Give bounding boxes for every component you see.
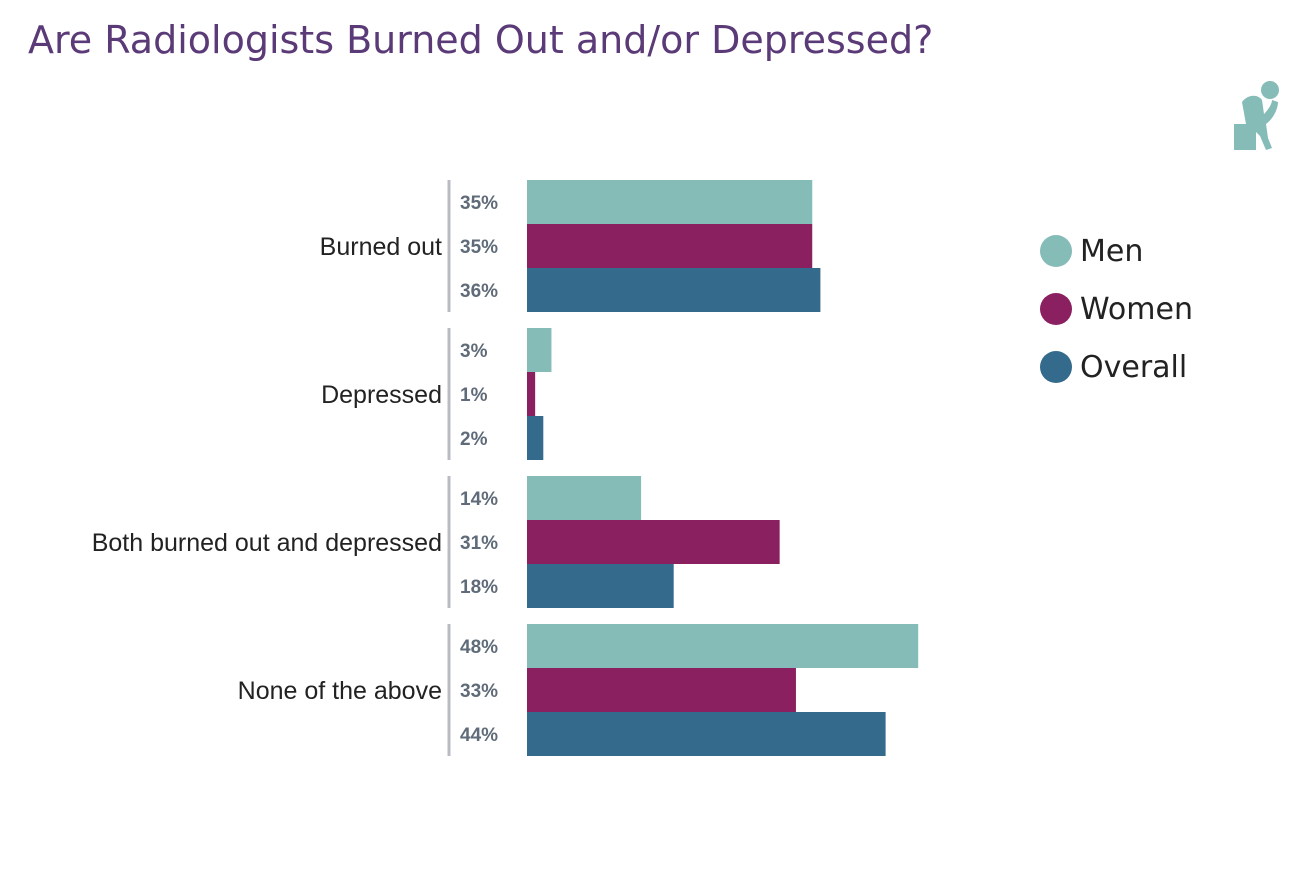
bar-both-overall [527, 564, 674, 608]
bar-none-overall [527, 712, 886, 756]
page-title: Are Radiologists Burned Out and/or Depre… [28, 18, 934, 62]
bar-depressed-overall [527, 416, 544, 460]
value-label-depressed-overall: 2% [460, 429, 488, 450]
category-label-burned-out: Burned out [320, 233, 442, 261]
value-label-burned-out-women: 35% [460, 237, 498, 258]
legend-swatch-overall [1040, 351, 1072, 383]
legend-label-overall: Overall [1080, 349, 1188, 385]
category-label-none: None of the above [238, 677, 442, 705]
category-label-both: Both burned out and depressed [92, 529, 442, 557]
bar-none-men [527, 624, 919, 668]
value-label-both-overall: 18% [460, 577, 498, 598]
legend-swatch-women [1040, 293, 1072, 325]
bar-both-men [527, 476, 642, 520]
bar-both-women [527, 520, 780, 564]
thinking-person-icon [1234, 81, 1279, 150]
value-label-both-women: 31% [460, 533, 498, 554]
bar-depressed-women [527, 372, 536, 416]
bar-burned-out-women [527, 224, 813, 268]
bar-burned-out-overall [527, 268, 821, 312]
value-label-none-men: 48% [460, 637, 498, 658]
value-label-none-women: 33% [460, 681, 498, 702]
legend-item-men: Men [1040, 222, 1193, 280]
value-label-depressed-women: 1% [460, 385, 488, 406]
legend-label-women: Women [1080, 291, 1193, 327]
value-label-burned-out-overall: 36% [460, 281, 498, 302]
value-label-depressed-men: 3% [460, 341, 488, 362]
legend-label-men: Men [1080, 233, 1144, 269]
value-label-burned-out-men: 35% [460, 193, 498, 214]
value-label-none-overall: 44% [460, 725, 498, 746]
chart-legend: Men Women Overall [1040, 222, 1193, 396]
legend-item-overall: Overall [1040, 338, 1193, 396]
legend-swatch-men [1040, 235, 1072, 267]
bar-none-women [527, 668, 796, 712]
category-label-depressed: Depressed [321, 381, 442, 409]
legend-item-women: Women [1040, 280, 1193, 338]
bar-burned-out-men [527, 180, 813, 224]
bar-depressed-men [527, 328, 552, 372]
value-label-both-men: 14% [460, 489, 498, 510]
